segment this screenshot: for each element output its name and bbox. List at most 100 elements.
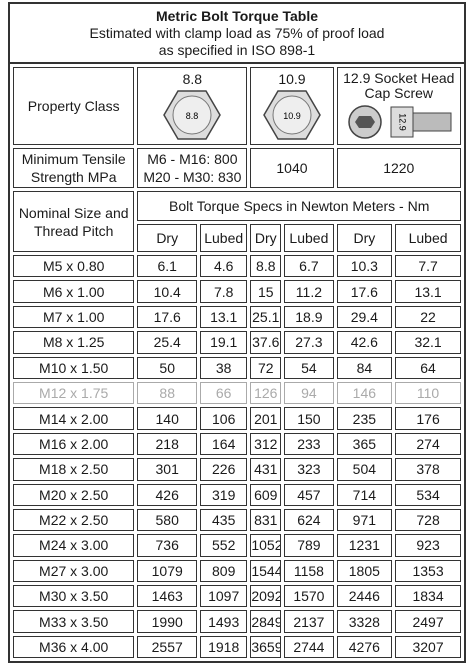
data-row: M10 x 1.50 50 38 72 54 84 64 [13, 356, 461, 379]
size-cell: M14 x 2.00 [13, 407, 135, 430]
torque-cell: 201 [250, 407, 282, 430]
torque-cell: 1231 [336, 534, 393, 557]
data-row: M14 x 2.00 140 106 201 150 235 176 [13, 407, 461, 430]
size-cell: M6 x 1.00 [13, 280, 135, 303]
torque-cell: 504 [336, 458, 393, 481]
data-row: M27 x 3.00 1079 809 1544 1158 1805 1353 [13, 559, 461, 583]
torque-cell: 789 [284, 534, 334, 557]
class-name: 12.9 Socket Head Cap Screw [343, 70, 455, 101]
size-cell: M5 x 0.80 [13, 255, 135, 278]
torque-cell: 435 [200, 508, 248, 532]
torque-cell: 106 [200, 407, 248, 430]
sub-header: Dry [250, 224, 282, 252]
torque-cell: 609 [250, 483, 282, 506]
torque-cell: 2744 [284, 635, 334, 659]
data-row: M5 x 0.80 6.1 4.6 8.8 6.7 10.3 7.7 [13, 255, 461, 278]
torque-cell: 8.8 [250, 255, 282, 278]
size-cell: M22 x 2.50 [13, 508, 135, 532]
data-row: M22 x 2.50 580 435 831 624 971 728 [13, 508, 461, 532]
size-cell: M20 x 2.50 [13, 483, 135, 506]
sub-header: Dry [336, 224, 393, 252]
torque-cell: 1990 [137, 610, 198, 633]
torque-cell: 146 [336, 381, 393, 405]
torque-cell: 319 [200, 483, 248, 506]
torque-cell: 18.9 [284, 305, 334, 329]
torque-cell: 10.3 [336, 255, 393, 278]
torque-cell: 17.6 [137, 305, 198, 329]
torque-cell: 2092 [250, 585, 282, 608]
torque-cell: 150 [284, 407, 334, 430]
torque-cell: 233 [284, 432, 334, 456]
torque-cell: 22 [395, 305, 461, 329]
torque-cell: 42.6 [336, 331, 393, 354]
torque-cell: 431 [250, 458, 282, 481]
spec-header: Bolt Torque Specs in Newton Meters - Nm [137, 191, 461, 221]
torque-cell: 126 [250, 381, 282, 405]
torque-cell: 1918 [200, 635, 248, 659]
size-cell: M10 x 1.50 [13, 356, 135, 379]
torque-table: Property Class 8.8 8.8 10.9 10.9 [10, 64, 464, 661]
torque-cell: 1570 [284, 585, 334, 608]
data-row: M18 x 2.50 301 226 431 323 504 378 [13, 458, 461, 481]
torque-cell: 552 [200, 534, 248, 557]
torque-cell: 365 [336, 432, 393, 456]
torque-cell: 38 [200, 356, 248, 379]
torque-cell: 274 [395, 432, 461, 456]
class-cell: 12.9 Socket Head Cap Screw 12.9 [336, 67, 461, 145]
size-cell: M12 x 1.75 [13, 381, 135, 405]
torque-cell: 6.7 [284, 255, 334, 278]
torque-cell: 7.8 [200, 280, 248, 303]
torque-cell: 3207 [395, 635, 461, 659]
torque-cell: 1353 [395, 559, 461, 583]
torque-cell: 312 [250, 432, 282, 456]
torque-cell: 13.1 [395, 280, 461, 303]
torque-cell: 4.6 [200, 255, 248, 278]
torque-cell: 1097 [200, 585, 248, 608]
torque-cell: 2137 [284, 610, 334, 633]
torque-cell: 1463 [137, 585, 198, 608]
torque-cell: 728 [395, 508, 461, 532]
size-cell: M7 x 1.00 [13, 305, 135, 329]
data-row: M6 x 1.00 10.4 7.8 15 11.2 17.6 13.1 [13, 280, 461, 303]
torque-cell: 971 [336, 508, 393, 532]
torque-cell: 3328 [336, 610, 393, 633]
data-row: M36 x 4.00 2557 1918 3659 2744 4276 3207 [13, 635, 461, 659]
torque-cell: 1834 [395, 585, 461, 608]
torque-cell: 6.1 [137, 255, 198, 278]
torque-cell: 1493 [200, 610, 248, 633]
subtitle-line: Estimated with clamp load as 75% of proo… [89, 25, 385, 41]
size-cell: M16 x 2.00 [13, 432, 135, 456]
icon-label: 8.8 [186, 111, 199, 121]
torque-cell: 2557 [137, 635, 198, 659]
torque-cell: 3659 [250, 635, 282, 659]
class-cell: 10.9 10.9 [250, 67, 334, 145]
torque-cell: 64 [395, 356, 461, 379]
spec-header-row: Nominal Size and Thread Pitch Bolt Torqu… [13, 191, 461, 252]
tensile-value: 1220 [336, 148, 461, 188]
torque-cell: 624 [284, 508, 334, 532]
socket-screw-icon: 12.9 [348, 105, 452, 139]
torque-cell: 457 [284, 483, 334, 506]
icon-label: 12.9 [397, 113, 407, 131]
torque-cell: 11.2 [284, 280, 334, 303]
tensile-value: M6 - M16: 800 M20 - M30: 830 [137, 148, 248, 188]
torque-cell: 27.3 [284, 331, 334, 354]
torque-cell: 534 [395, 483, 461, 506]
title: Metric Bolt Torque Table [155, 8, 319, 24]
torque-cell: 736 [137, 534, 198, 557]
hex-bolt-icon: 8.8 [163, 90, 222, 140]
tensile-line: M6 - M16: 800 [147, 151, 238, 167]
torque-cell: 831 [250, 508, 282, 532]
class-name: 10.9 [278, 71, 306, 87]
torque-cell: 15 [250, 280, 282, 303]
torque-cell: 176 [395, 407, 461, 430]
torque-cell: 2849 [250, 610, 282, 633]
torque-cell: 323 [284, 458, 334, 481]
torque-cell: 2446 [336, 585, 393, 608]
sub-header: Lubed [200, 224, 248, 252]
class-cell: 8.8 8.8 [137, 67, 248, 145]
data-row: M8 x 1.25 25.4 19.1 37.6 27.3 42.6 32.1 [13, 331, 461, 354]
tensile-value: 1040 [250, 148, 334, 188]
torque-cell: 140 [137, 407, 198, 430]
torque-cell: 94 [284, 381, 334, 405]
